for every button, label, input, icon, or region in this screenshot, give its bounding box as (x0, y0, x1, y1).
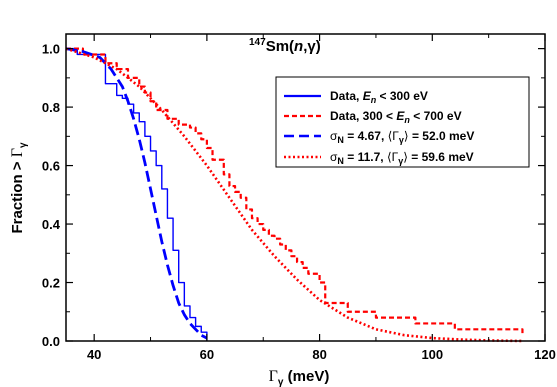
y-tick-label: 0.4 (42, 217, 61, 232)
legend-label-fit-low: σN = 4.67, ⟨Γγ⟩ = 52.0 meV (330, 129, 474, 145)
x-tick-label: 80 (312, 347, 326, 362)
x-tick-label: 60 (200, 347, 214, 362)
plot-frame (65, 33, 546, 342)
legend-box (275, 76, 530, 168)
y-tick-label: 0.6 (42, 159, 60, 174)
legend-label-data-high: Data, 300 < En < 700 eV (330, 109, 462, 125)
chart-title: 147Sm(n,γ) (249, 37, 321, 55)
legend-label-data-low: Data, En < 300 eV (330, 89, 428, 105)
x-axis-label: Γγ (meV) (269, 368, 330, 387)
x-tick-label: 120 (534, 347, 556, 362)
y-tick-label: 1.0 (42, 42, 60, 57)
series-layer (65, 47, 524, 343)
y-tick-label: 0.2 (42, 276, 60, 291)
series-data-high (66, 47, 524, 336)
legend: Data, En < 300 eV Data, 300 < En < 700 e… (275, 76, 530, 168)
legend-label-fit-high: σN = 11.7, ⟨Γγ⟩ = 59.6 meV (330, 150, 474, 166)
y-tick-label: 0.8 (42, 100, 60, 115)
y-axis-label: Fraction > Γγ (9, 142, 29, 234)
y-tick-label: 0.0 (42, 334, 60, 349)
x-tick-label: 100 (421, 347, 443, 362)
series-fit-low (65, 47, 208, 340)
axis-layer: 40 60 80 100 120 0.0 0.2 0.4 0.6 0.8 1.0 (42, 33, 556, 362)
x-tick-label: 40 (87, 347, 101, 362)
series-data-low (66, 47, 208, 341)
